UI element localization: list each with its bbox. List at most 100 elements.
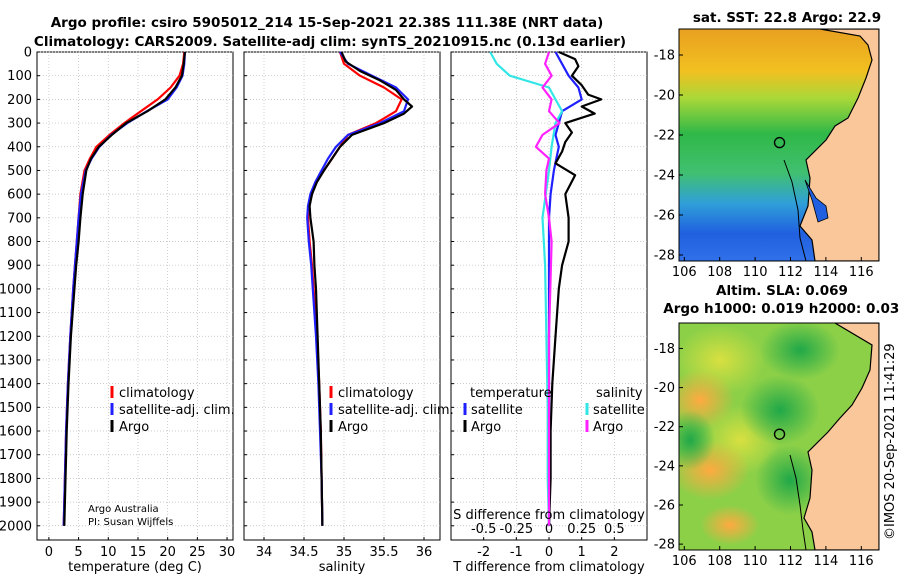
legend-label-argo: Argo bbox=[338, 420, 368, 435]
sla-map-title1: Altim. SLA: 0.069 bbox=[716, 283, 848, 299]
map-lat-label: -26 bbox=[654, 498, 675, 513]
salinity-xlabel: salinity bbox=[319, 560, 366, 575]
sla-argo-location bbox=[773, 428, 786, 440]
figure-title-line2: Climatology: CARS2009. Satellite-adj cli… bbox=[34, 34, 626, 50]
sst-argo-location bbox=[773, 136, 786, 149]
depth-tick-label: 0 bbox=[24, 46, 32, 61]
series-satellite-adj-clim- bbox=[306, 51, 410, 526]
figure-title-line1: Argo profile: csiro 5905012_214 15-Sep-2… bbox=[51, 15, 604, 31]
s-tick-label: 0.5 bbox=[604, 522, 625, 537]
s-tick-label: 0.25 bbox=[567, 522, 596, 537]
salinity-grid: 34 34.5 35 35.5 36 bbox=[244, 51, 440, 560]
series-argo bbox=[308, 51, 414, 526]
map-lon-label: 114 bbox=[813, 265, 838, 280]
map-lon-label: 112 bbox=[778, 265, 803, 280]
depth-tick-label: 1500 bbox=[0, 401, 32, 416]
legend-label-argo: Argo bbox=[119, 420, 149, 435]
series-t-argo bbox=[547, 50, 603, 526]
x-tick-label: -2 bbox=[477, 545, 490, 560]
map-lon-label: 106 bbox=[672, 265, 697, 280]
salinity-series bbox=[306, 51, 414, 526]
temperature-legend: climatology satellite-adj. clim. Argo bbox=[110, 386, 235, 435]
legend-label-satellite-adj: satellite-adj. clim. bbox=[338, 403, 454, 418]
sst-map-axes: 106 108 110 112 114 116 -18 -20 -22 -24 -26 -28 bbox=[654, 49, 874, 281]
x-tick-label: 30 bbox=[219, 545, 236, 560]
difference-series bbox=[489, 50, 603, 526]
temperature-grid: 0 5 10 15 20 25 30 bbox=[37, 51, 236, 560]
difference-grid: -2 -1 0 1 2 -0.5 -0.25 0 0.25 0.5 bbox=[451, 51, 647, 560]
map-lon-label: 110 bbox=[743, 554, 768, 569]
map-lat-label: -24 bbox=[654, 169, 675, 184]
series-s-satellite bbox=[489, 51, 564, 526]
x-tick-label: -1 bbox=[510, 545, 523, 560]
sla-map-axes: 106 108 110 112 114 116 -18 -20 -22 -24 -26 -28 bbox=[654, 342, 874, 569]
legend-label-s-argo: Argo bbox=[593, 420, 623, 435]
sst-map-frame bbox=[678, 28, 880, 262]
x-tick-label: 34.5 bbox=[290, 545, 319, 560]
depth-tick-label: 1600 bbox=[0, 425, 32, 440]
x-tick-label: 5 bbox=[74, 545, 82, 560]
depth-tick-label: 600 bbox=[7, 188, 32, 203]
depth-tick-label: 1000 bbox=[0, 282, 32, 297]
map-lat-label: -18 bbox=[654, 49, 675, 64]
difference-legend: temperature satellite Argo salinity sate… bbox=[463, 386, 645, 435]
credit-line1: Argo Australia bbox=[88, 504, 159, 515]
legend-title-temperature: temperature bbox=[470, 386, 552, 401]
sla-shelf-contour bbox=[789, 454, 807, 550]
depth-tick-label: 100 bbox=[7, 69, 32, 84]
map-lat-label: -28 bbox=[654, 538, 675, 553]
x-tick-label: 15 bbox=[130, 545, 147, 560]
s-tick-label: 0 bbox=[545, 522, 553, 537]
x-tick-label: 35.5 bbox=[370, 545, 399, 560]
map-lon-label: 116 bbox=[849, 265, 874, 280]
sst-map bbox=[679, 29, 879, 261]
sla-map-title2: Argo h1000: 0.019 h2000: 0.036 bbox=[663, 301, 900, 317]
credit-line2: PI: Susan Wijffels bbox=[88, 517, 173, 528]
legend-label-satellite-adj: satellite-adj. clim. bbox=[119, 403, 235, 418]
map-lon-label: 108 bbox=[707, 554, 732, 569]
legend-label-climatology: climatology bbox=[119, 386, 195, 401]
x-tick-label: 2 bbox=[610, 545, 618, 560]
s-tick-label: -0.25 bbox=[500, 522, 534, 537]
sla-map bbox=[679, 323, 879, 550]
s-tick-label: -0.5 bbox=[471, 522, 496, 537]
legend-label-t-satellite: satellite bbox=[471, 403, 523, 418]
difference-xlabel: T difference from climatology bbox=[452, 560, 645, 575]
salinity-panel bbox=[243, 51, 441, 541]
depth-tick-label: 2000 bbox=[0, 519, 32, 534]
depth-tick-label: 1800 bbox=[0, 472, 32, 487]
legend-label-climatology: climatology bbox=[338, 386, 414, 401]
legend-label-t-argo: Argo bbox=[471, 420, 501, 435]
depth-tick-label: 500 bbox=[7, 164, 32, 179]
depth-axis: 0 100 200 300 400 500 600 700 800 900 1000 1100 1200… bbox=[0, 46, 32, 535]
map-lon-label: 108 bbox=[707, 265, 732, 280]
depth-tick-label: 1900 bbox=[0, 496, 32, 511]
temperature-panel bbox=[36, 51, 234, 541]
map-lat-label: -20 bbox=[654, 89, 675, 104]
depth-tick-label: 700 bbox=[7, 211, 32, 226]
x-tick-label: 0 bbox=[545, 545, 553, 560]
temperature-series bbox=[62, 51, 186, 526]
legend-label-s-satellite: satellite bbox=[593, 403, 645, 418]
depth-tick-label: 800 bbox=[7, 235, 32, 250]
x-tick-label: 25 bbox=[189, 545, 206, 560]
x-tick-label: 20 bbox=[159, 545, 176, 560]
x-tick-label: 10 bbox=[100, 545, 117, 560]
depth-tick-label: 1700 bbox=[0, 448, 32, 463]
map-lon-label: 112 bbox=[778, 554, 803, 569]
map-lon-label: 116 bbox=[849, 554, 874, 569]
depth-tick-label: 300 bbox=[7, 117, 32, 132]
map-lon-label: 106 bbox=[672, 554, 697, 569]
depth-tick-label: 1200 bbox=[0, 330, 32, 345]
map-lat-label: -28 bbox=[654, 249, 675, 264]
x-tick-label: 0 bbox=[45, 545, 53, 560]
map-lat-label: -26 bbox=[654, 209, 675, 224]
s-difference-label: S difference from climatology bbox=[453, 508, 645, 523]
depth-tick-label: 1100 bbox=[0, 306, 32, 321]
sst-map-title: sat. SST: 22.8 Argo: 22.9 bbox=[693, 10, 881, 26]
sla-map-frame bbox=[678, 322, 880, 551]
depth-tick-label: 1300 bbox=[0, 353, 32, 368]
sla-land bbox=[803, 323, 879, 550]
depth-tick-label: 900 bbox=[7, 259, 32, 274]
imos-timestamp: ©IMOS 20-Sep-2021 11:41:29 bbox=[883, 343, 898, 540]
